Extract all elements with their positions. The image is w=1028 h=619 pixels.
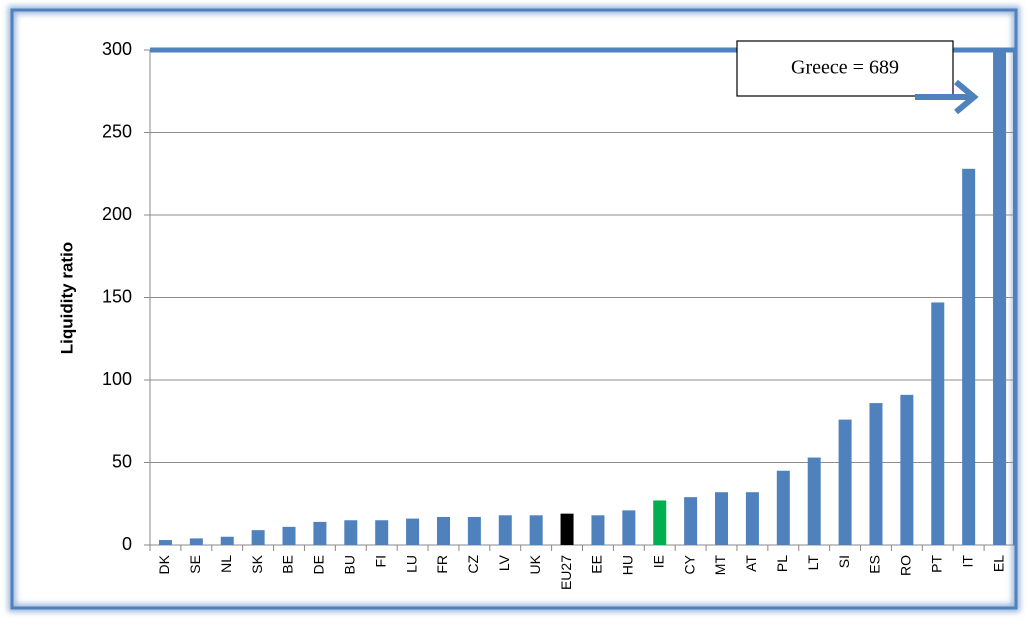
x-tick-label: DK [156, 554, 172, 574]
bar [158, 540, 172, 545]
x-tick-label: UK [527, 554, 543, 574]
x-tick-label: EE [589, 555, 605, 574]
frame-glow [8, 6, 1020, 612]
x-tick-label: LU [403, 555, 419, 573]
x-tick-label: LT [805, 555, 821, 571]
annotation-box [736, 40, 954, 97]
x-tick-label: CY [681, 554, 697, 574]
bar [745, 492, 759, 545]
bar [838, 419, 852, 545]
x-tick-label: BU [342, 555, 358, 574]
x-tick-label: ES [867, 555, 883, 574]
bar [869, 403, 883, 545]
x-tick-label: CZ [465, 555, 481, 574]
y-tick-label: 50 [112, 451, 132, 471]
y-tick-label: 100 [102, 369, 132, 389]
frame [10, 8, 1018, 610]
bar [900, 394, 914, 545]
bar [251, 530, 265, 545]
x-tick-label: IT [959, 555, 975, 568]
bar [189, 538, 203, 545]
x-tick-label: DE [311, 555, 327, 574]
bar [962, 168, 976, 546]
bar [467, 516, 481, 545]
x-tick-label: SE [187, 555, 203, 574]
annotation: Greece = 689 [791, 57, 899, 79]
bars [158, 50, 1007, 546]
bar [498, 515, 512, 545]
bar [282, 526, 296, 545]
x-tick-label: HU [620, 555, 636, 575]
y-tick-label: 150 [102, 286, 132, 306]
bar [560, 513, 574, 545]
bar [375, 520, 389, 545]
bar [344, 520, 358, 545]
y-tick-label: 200 [102, 204, 132, 224]
bar [220, 536, 234, 545]
bar [622, 510, 636, 545]
bar [653, 500, 667, 545]
x-tick-label: RO [898, 555, 914, 576]
x-tick-label: IE [650, 555, 666, 568]
x-tick-label: FR [434, 555, 450, 574]
y-tick-label: 0 [122, 534, 132, 554]
bar [436, 516, 450, 545]
bar [993, 50, 1007, 545]
bar [776, 470, 790, 545]
bar [715, 492, 729, 545]
bar [591, 515, 605, 545]
bar [684, 497, 698, 545]
x-tick-label: MT [712, 555, 728, 576]
x-tick-label: PT [928, 555, 944, 573]
bar [807, 457, 821, 545]
x-tick-label: FI [372, 555, 388, 567]
x-tick-label: LV [496, 554, 512, 571]
x-tick-label: SK [249, 554, 265, 573]
bar [313, 521, 327, 545]
annotation-arrowhead [954, 79, 979, 115]
y-axis-label: Liquidity ratio [57, 242, 76, 354]
y-tick-label: 300 [102, 39, 132, 59]
bar [931, 302, 945, 545]
x-tick-label: EL [990, 555, 1006, 572]
x-tick-label: EU27 [558, 555, 574, 590]
bar [406, 518, 420, 545]
x-tick-label: BE [280, 555, 296, 574]
x-tick-label: AT [743, 555, 759, 572]
x-tick-label: SI [836, 555, 852, 568]
x-tick-label: PL [774, 555, 790, 572]
y-tick-label: 250 [102, 121, 132, 141]
bar [529, 515, 543, 545]
x-tick-label: NL [218, 555, 234, 573]
